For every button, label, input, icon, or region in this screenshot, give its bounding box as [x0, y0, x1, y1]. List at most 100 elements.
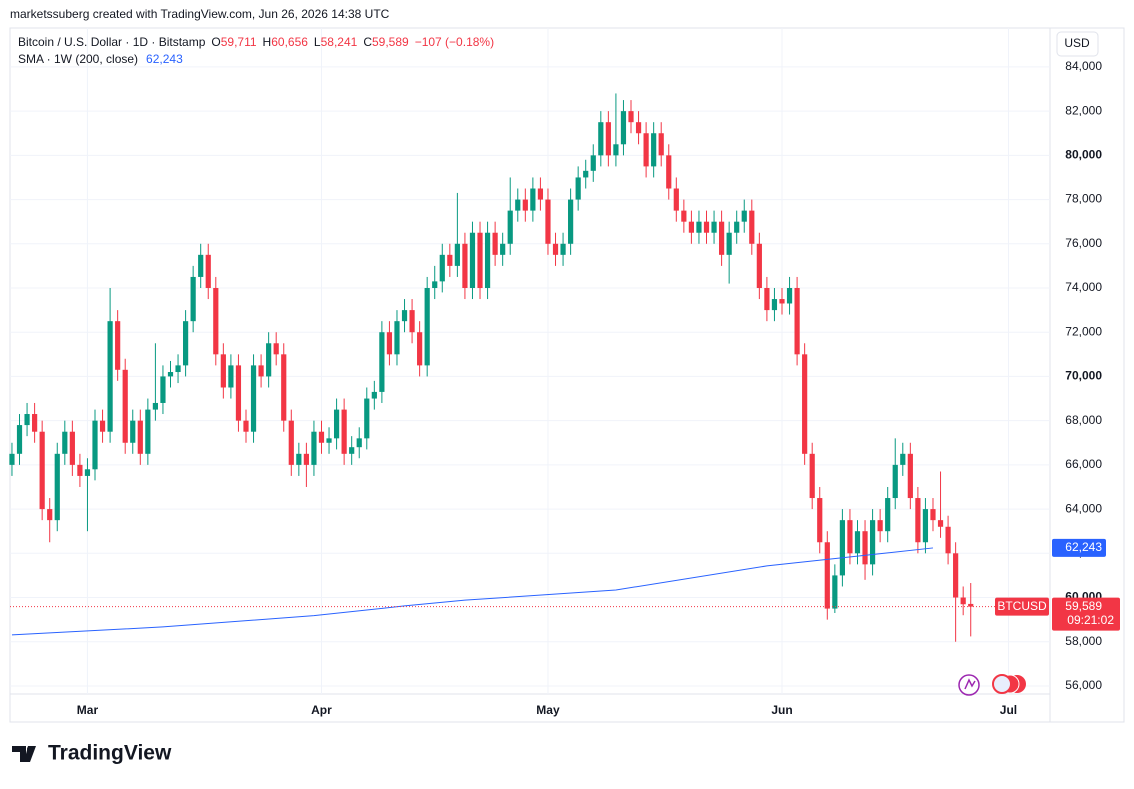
candle-body: [424, 288, 430, 366]
candle-body: [658, 133, 664, 156]
candle-body: [832, 575, 838, 609]
candle-body: [651, 133, 657, 167]
candle-body: [681, 210, 687, 222]
candle-body: [620, 111, 627, 145]
symbol-tag: [995, 597, 1049, 616]
candle-body: [839, 520, 845, 576]
candle-body: [394, 321, 400, 355]
candle-body: [900, 453, 906, 465]
currency-box[interactable]: [1056, 31, 1099, 57]
candle-body: [152, 402, 159, 410]
plot: [9, 93, 1050, 642]
candle-body: [741, 210, 747, 222]
candle-body: [847, 520, 853, 554]
candle-body: [907, 453, 913, 499]
y-tick-label: 84,000: [1065, 59, 1102, 73]
candle-body: [462, 243, 468, 289]
candle-body: [77, 464, 83, 476]
candle-body: [507, 210, 513, 244]
candle-body: [771, 299, 778, 311]
candle-body: [288, 420, 294, 465]
candle-body: [953, 553, 959, 598]
y-tick-label: 76,000: [1065, 236, 1102, 250]
candle-body: [552, 243, 559, 255]
candle-body: [409, 310, 415, 333]
legend-value: 60,656: [271, 35, 308, 49]
candle-body: [922, 509, 929, 543]
header: marketssuberg created with TradingView.c…: [10, 7, 390, 21]
legend-key: H: [263, 35, 272, 49]
candle-body: [99, 420, 106, 432]
candle-body: [824, 542, 830, 609]
currency[interactable]: USD: [1064, 36, 1090, 50]
candle-body: [258, 365, 264, 377]
candle-body: [484, 232, 491, 289]
last-price-tag: [1052, 597, 1120, 631]
y-tick-label: 64,000: [1065, 501, 1102, 515]
candle-body: [250, 365, 257, 432]
candle-body: [167, 372, 174, 377]
legend-value: 59,589: [372, 35, 409, 49]
brand: TradingView: [48, 742, 172, 765]
candle-body: [726, 232, 732, 255]
candle-body: [643, 133, 649, 167]
candle-body: [492, 232, 498, 255]
candle-body: [198, 254, 204, 277]
candle-body: [447, 254, 453, 266]
candle-body: [364, 398, 370, 439]
candle-body: [817, 498, 823, 543]
legend-value: 58,241: [321, 35, 358, 49]
grid: [10, 28, 1050, 694]
x-tick-label: Apr: [311, 703, 332, 717]
candle-body: [545, 199, 551, 244]
candle-body: [417, 332, 423, 366]
indicator-value: 62,243: [146, 52, 183, 66]
candle-body: [115, 321, 121, 370]
candle-body: [794, 288, 800, 355]
countdown: 09:21:02: [1067, 613, 1114, 627]
x-tick-label: May: [536, 703, 560, 717]
candle-body: [719, 221, 725, 255]
y-tick-label: 72,000: [1065, 324, 1102, 338]
candle-body: [318, 431, 325, 443]
candle-body: [371, 391, 377, 399]
candle-body: [175, 365, 181, 373]
candle-body: [311, 431, 317, 465]
candle-body: [960, 597, 966, 605]
candle-body: [522, 199, 528, 211]
candle-body: [703, 221, 710, 233]
legend-key: O: [211, 35, 220, 49]
candle-body: [869, 520, 876, 565]
candle-body: [349, 447, 355, 454]
candle-body: [454, 243, 460, 266]
candle-body: [515, 199, 521, 211]
x-tick-label: Mar: [77, 703, 99, 717]
candle-body: [205, 254, 211, 289]
candle-body: [356, 438, 362, 448]
candle-body: [47, 509, 53, 521]
candle-body: [401, 310, 408, 322]
candle-body: [220, 354, 226, 388]
candle-body: [756, 243, 762, 289]
candle-body: [9, 453, 15, 465]
candle-body: [666, 155, 672, 189]
candle-body: [266, 343, 272, 377]
candle-body: [84, 469, 91, 476]
event-icon[interactable]: [958, 674, 980, 696]
sma-price-label: 62,243: [1065, 540, 1102, 554]
candle-body: [786, 288, 793, 304]
candle-body: [16, 425, 23, 454]
candle-body: [281, 354, 287, 421]
x-tick-label: Jul: [1000, 703, 1017, 717]
candle-body: [333, 409, 340, 439]
candle-body: [24, 414, 30, 426]
candle-body: [107, 321, 113, 432]
legend-row: Bitcoin / U.S. Dollar · 1D · Bitstamp O59…: [18, 35, 494, 49]
candle-body: [696, 221, 702, 233]
symbol-label: BTCUSD: [997, 599, 1047, 613]
event-flag[interactable]: [992, 674, 1012, 694]
candle-body: [386, 332, 393, 355]
candle-body: [439, 254, 445, 282]
candle-body: [749, 210, 755, 244]
candle-body: [560, 243, 566, 255]
